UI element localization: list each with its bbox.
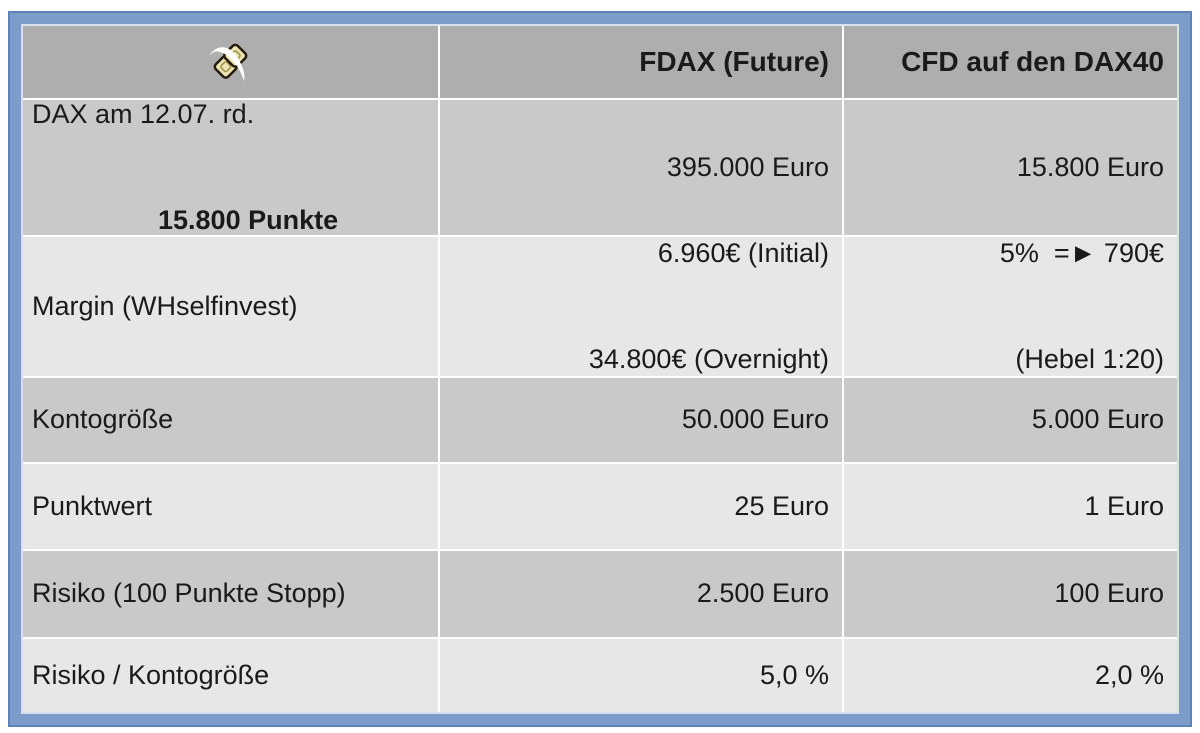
header-cell-cfd: CFD auf den DAX40 xyxy=(844,26,1177,98)
header-label-fdax: FDAX (Future) xyxy=(639,45,829,77)
cell-dax-stand-fdax: 395.000 Euro xyxy=(440,100,842,235)
row-label-dax-stand: DAX am 12.07. rd. 15.800 Punkte xyxy=(23,99,438,235)
dax-stand-line1: DAX am 12.07. rd. xyxy=(32,99,255,130)
value-kontogroesse-fdax: 50.000 Euro xyxy=(681,404,829,435)
value-risiko-quote-fdax: 5,0 % xyxy=(759,659,829,690)
cell-margin-cfd: 5% =► 790€ (Hebel 1:20) xyxy=(844,237,1177,376)
punktwert-label: Punktwert xyxy=(32,490,153,521)
cell-risiko-stopp-cfd: 100 Euro xyxy=(844,551,1177,637)
value-dax-stand-fdax: 395.000 Euro xyxy=(666,151,829,182)
header-cell-icon xyxy=(23,26,438,98)
gallery-placeholder-icon xyxy=(209,43,248,81)
dax-stand-line2: 15.800 Punkte xyxy=(158,204,339,235)
value-risiko-stopp-cfd: 100 Euro xyxy=(1054,578,1164,609)
cell-risiko-quote-fdax: 5,0 % xyxy=(440,639,842,712)
value-risiko-quote-cfd: 2,0 % xyxy=(1094,659,1164,690)
margin-fdax-overnight: 34.800€ (Overnight) xyxy=(588,343,829,374)
cell-kontogroesse-cfd: 5.000 Euro xyxy=(844,378,1177,462)
cell-kontogroesse-fdax: 50.000 Euro xyxy=(440,378,842,462)
risiko-quote-label: Risiko / Kontogröße xyxy=(32,659,270,690)
comparison-table: FDAX (Future) CFD auf den DAX40 DAX am 1… xyxy=(21,24,1179,714)
value-punktwert-cfd: 1 Euro xyxy=(1084,490,1164,521)
cell-risiko-stopp-fdax: 2.500 Euro xyxy=(440,551,842,637)
row-label-punktwert: Punktwert xyxy=(23,464,438,549)
cell-risiko-quote-cfd: 2,0 % xyxy=(844,639,1177,712)
header-cell-fdax: FDAX (Future) xyxy=(440,26,842,98)
value-dax-stand-cfd: 15.800 Euro xyxy=(1016,151,1164,182)
value-kontogroesse-cfd: 5.000 Euro xyxy=(1031,404,1164,435)
cell-punktwert-fdax: 25 Euro xyxy=(440,464,842,549)
cell-punktwert-cfd: 1 Euro xyxy=(844,464,1177,549)
margin-fdax-initial: 6.960€ (Initial) xyxy=(657,238,829,269)
row-label-kontogroesse: Kontogröße xyxy=(23,378,438,462)
risiko-stopp-label: Risiko (100 Punkte Stopp) xyxy=(32,578,346,609)
row-label-risiko-quote: Risiko / Kontogröße xyxy=(23,639,438,712)
row-label-risiko-stopp: Risiko (100 Punkte Stopp) xyxy=(23,551,438,637)
cell-dax-stand-cfd: 15.800 Euro xyxy=(844,100,1177,235)
header-label-cfd: CFD auf den DAX40 xyxy=(901,45,1164,77)
kontogroesse-label: Kontogröße xyxy=(32,404,174,435)
row-label-margin: Margin (WHselfinvest) xyxy=(23,237,438,376)
margin-cfd-percent: 5% =► 790€ xyxy=(999,238,1164,269)
margin-cfd-hebel: (Hebel 1:20) xyxy=(1015,343,1164,374)
table-frame: FDAX (Future) CFD auf den DAX40 DAX am 1… xyxy=(8,11,1192,727)
margin-label: Margin (WHselfinvest) xyxy=(32,290,298,321)
value-punktwert-fdax: 25 Euro xyxy=(734,490,829,521)
value-risiko-stopp-fdax: 2.500 Euro xyxy=(696,578,829,609)
cell-margin-fdax: 6.960€ (Initial) 34.800€ (Overnight) xyxy=(440,237,842,376)
